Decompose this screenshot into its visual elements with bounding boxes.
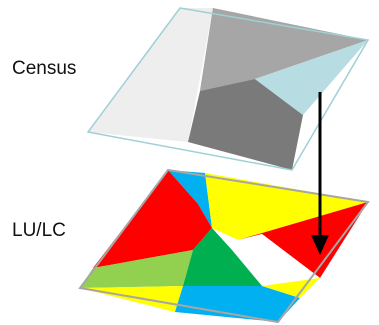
down-arrow-head	[311, 235, 329, 255]
lulc-region-green	[183, 228, 262, 286]
lulc-region-white-gap	[212, 228, 320, 298]
lulc-layer-label: LU/LC	[12, 220, 66, 241]
lulc-region-cyan-bottom	[175, 286, 300, 322]
lulc-region-red-left	[93, 170, 212, 268]
census-region-mid-lower	[200, 8, 255, 91]
lulc-region-lightgreen	[80, 250, 193, 288]
census-border	[86, 7, 370, 171]
lulc-region-yellow-right	[262, 278, 320, 298]
census-region-dark	[188, 79, 303, 170]
lulc-region-yellow-top	[205, 173, 368, 240]
census-layer	[86, 7, 370, 171]
census-layer-label: Census	[12, 58, 77, 79]
census-region-cyan	[255, 40, 368, 115]
lulc-region-cyan-top	[168, 170, 212, 228]
census-region-light	[88, 8, 213, 142]
lulc-border	[78, 168, 370, 324]
lulc-region-red-right	[238, 202, 368, 278]
lulc-layer	[78, 168, 370, 324]
